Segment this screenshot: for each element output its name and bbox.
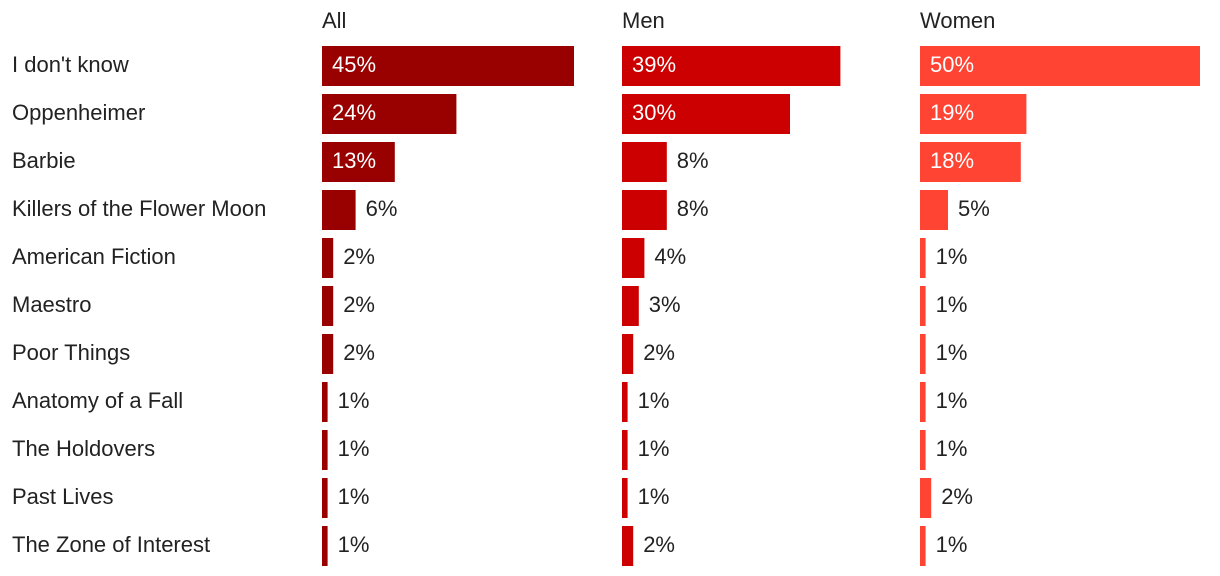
bar <box>322 526 328 566</box>
value-label: 50% <box>930 52 974 77</box>
value-label: 1% <box>338 484 370 509</box>
bar <box>622 142 667 182</box>
bar <box>920 46 1200 86</box>
value-label: 1% <box>638 484 670 509</box>
bar <box>622 286 639 326</box>
bar <box>322 94 457 134</box>
bar <box>322 334 334 374</box>
bar <box>920 526 926 566</box>
bar <box>322 142 395 182</box>
category-label: Barbie <box>12 148 76 173</box>
bar <box>920 478 932 518</box>
value-label: 45% <box>332 52 376 77</box>
value-label: 1% <box>936 532 968 557</box>
value-label: 1% <box>638 388 670 413</box>
bar <box>622 334 634 374</box>
value-label: 2% <box>343 244 375 269</box>
bar <box>322 478 328 518</box>
value-label: 1% <box>338 532 370 557</box>
bar <box>622 382 628 422</box>
category-label: The Holdovers <box>12 436 155 461</box>
value-label: 1% <box>936 292 968 317</box>
bar <box>920 286 926 326</box>
bar <box>920 430 926 470</box>
value-label: 24% <box>332 100 376 125</box>
value-label: 1% <box>638 436 670 461</box>
panel-title: Men <box>622 8 665 33</box>
category-label: American Fiction <box>12 244 176 269</box>
value-label: 2% <box>343 340 375 365</box>
value-label: 1% <box>338 388 370 413</box>
value-label: 8% <box>677 196 709 221</box>
bar <box>920 190 948 230</box>
bar <box>920 334 926 374</box>
category-label: Maestro <box>12 292 91 317</box>
category-label: Anatomy of a Fall <box>12 388 183 413</box>
bar <box>622 238 645 278</box>
value-label: 5% <box>958 196 990 221</box>
value-label: 4% <box>654 244 686 269</box>
bar <box>322 46 574 86</box>
bar <box>622 46 841 86</box>
value-label: 13% <box>332 148 376 173</box>
bar <box>920 94 1027 134</box>
value-label: 19% <box>930 100 974 125</box>
value-label: 30% <box>632 100 676 125</box>
value-label: 2% <box>643 340 675 365</box>
value-label: 2% <box>343 292 375 317</box>
bar <box>920 142 1021 182</box>
panel-title: All <box>322 8 346 33</box>
panel-title: Women <box>920 8 995 33</box>
value-label: 2% <box>941 484 973 509</box>
value-label: 1% <box>936 388 968 413</box>
value-label: 2% <box>643 532 675 557</box>
value-label: 3% <box>649 292 681 317</box>
category-label: I don't know <box>12 52 129 77</box>
value-label: 6% <box>366 196 398 221</box>
value-label: 1% <box>338 436 370 461</box>
value-label: 1% <box>936 340 968 365</box>
bar <box>322 190 356 230</box>
value-label: 18% <box>930 148 974 173</box>
bar <box>920 382 926 422</box>
category-label: Past Lives <box>12 484 114 509</box>
category-label: The Zone of Interest <box>12 532 210 557</box>
bar <box>622 478 628 518</box>
bar <box>322 286 334 326</box>
bar <box>920 238 926 278</box>
bar <box>622 190 667 230</box>
value-label: 1% <box>936 436 968 461</box>
bar <box>622 526 634 566</box>
category-label: Oppenheimer <box>12 100 145 125</box>
bar <box>622 94 790 134</box>
value-label: 1% <box>936 244 968 269</box>
bar <box>622 430 628 470</box>
value-label: 8% <box>677 148 709 173</box>
category-label: Poor Things <box>12 340 130 365</box>
bar <box>322 430 328 470</box>
bar <box>322 382 328 422</box>
value-label: 39% <box>632 52 676 77</box>
category-label: Killers of the Flower Moon <box>12 196 266 221</box>
bar <box>322 238 334 278</box>
